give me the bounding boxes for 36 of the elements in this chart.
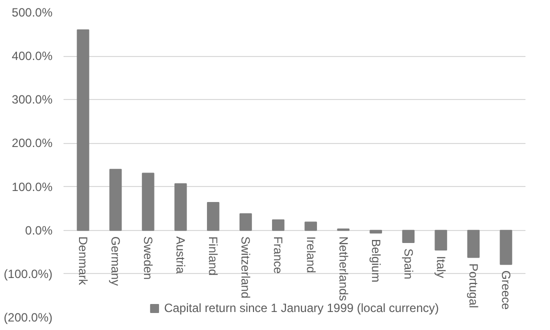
y-tick-label: (100.0%) [4,266,53,281]
bar [272,219,284,231]
bar [174,183,187,231]
bar [434,230,448,250]
x-tick-label: Italy [434,256,448,278]
x-tick-label: Portugal [466,263,480,308]
y-tick-label: 100.0% [12,180,53,194]
bar [206,202,220,231]
x-tick-label: Austria [174,236,188,274]
x-tick-label: Sweden [141,236,156,280]
bar [109,168,122,231]
bar [304,222,317,231]
y-tick-label: 300.0% [12,92,53,107]
x-tick-label: Germany [108,236,123,286]
y-tick-label: (200.0%) [4,310,53,324]
bar [370,230,382,234]
bar [500,230,512,265]
bar [467,230,480,258]
y-tick-label: 400.0% [12,49,53,64]
x-tick-label: Switzerland [238,236,253,298]
bar [402,230,415,244]
x-tick-label: Netherlands [336,236,350,302]
x-tick-label: Denmark [76,236,90,286]
bar [240,213,252,231]
bar [76,29,90,231]
y-tick-label: 0.0% [25,223,53,238]
x-tick-label: Belgium [368,238,383,282]
x-tick-label: France [271,236,286,274]
y-tick-label: 200.0% [12,136,53,150]
x-tick-label: Finland [206,236,220,276]
x-tick-label: Ireland [304,236,318,274]
legend-label: Capital return since 1 January 1999 (local currency) [164,301,439,315]
x-tick-label: Greece [498,270,513,310]
bar [142,172,154,231]
y-tick-label: 500.0% [12,6,53,20]
x-tick-label: Spain [401,248,416,280]
